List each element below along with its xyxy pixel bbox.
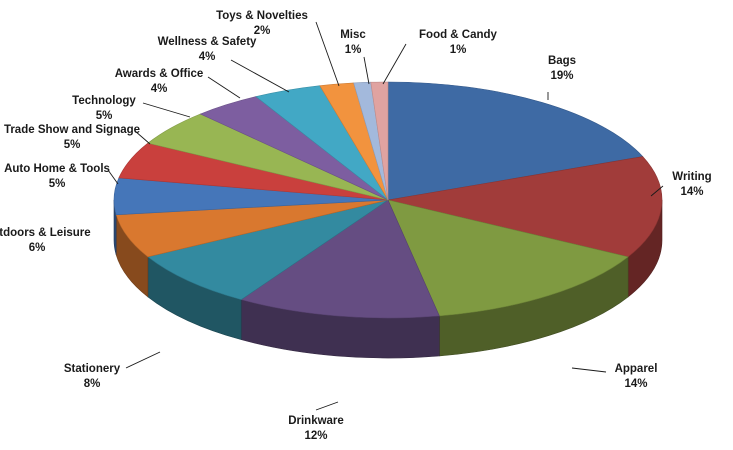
pie-top-faces [113,81,663,319]
slice-value-apparel: 14% [624,378,647,390]
leader-line-awards-and-office [207,76,241,99]
leader-lines [107,21,664,411]
slice-label-drinkware: Drinkware [288,415,344,427]
slice-drinkware [240,199,440,319]
pie-depth-sides [113,199,663,359]
leader-line-apparel [571,367,607,373]
leader-line-food-and-candy [382,43,407,85]
slice-value-bags: 19% [550,70,573,82]
leader-line-wellness-and-safety [230,59,290,93]
slice-label-bags: Bags [548,55,576,67]
slice-value-trade-show-and-signage: 5% [64,139,81,151]
slice-apparel [387,199,629,317]
slice-value-auto-home-and-tools: 5% [49,178,66,190]
slice-value-outdoors-and-leisure: 6% [29,242,46,254]
slice-label-writing: Writing [672,171,711,183]
slice-label-wellness-and-safety: Wellness & Safety [158,36,257,48]
slice-label-awards-and-office: Awards & Office [115,68,204,80]
leader-line-stationery [125,351,161,369]
slice-value-drinkware: 12% [304,430,327,442]
slice-value-writing: 14% [680,186,703,198]
leader-line-writing [650,185,664,197]
slice-label-toys-and-novelties: Toys & Novelties [216,10,308,22]
leader-line-trade-show-and-signage [134,130,151,145]
slice-label-auto-home-and-tools: Auto Home & Tools [4,163,110,175]
slice-labels: Bags 19% Writing 14% Apparel 14% Drinkware 12% S… [0,10,712,442]
slice-label-trade-show-and-signage: Trade Show and Signage [4,124,140,136]
slice-label-outdoors-and-leisure: Outdoors & Leisure [0,227,91,239]
leader-line-misc [363,56,370,85]
slice-value-wellness-and-safety: 4% [199,51,216,63]
slice-label-stationery: Stationery [64,363,121,375]
leader-line-technology [142,102,191,118]
slice-label-food-and-candy: Food & Candy [419,29,498,41]
leader-line-drinkware [315,401,339,411]
slice-value-stationery: 8% [84,378,101,390]
leader-line-auto-home-and-tools [107,169,119,185]
leader-line-toys-and-novelties [315,21,340,87]
slice-writing [387,156,663,258]
slice-label-technology: Technology [72,95,136,107]
slice-value-misc: 1% [345,44,362,56]
slice-food-and-candy [370,81,389,201]
slice-stationery [147,199,389,300]
slice-label-apparel: Apparel [615,363,658,375]
slice-value-toys-and-novelties: 2% [254,25,271,37]
slice-value-food-and-candy: 1% [450,44,467,56]
slice-value-technology: 5% [96,110,113,122]
slice-label-misc: Misc [340,29,366,41]
slice-bags [387,81,644,201]
slice-value-awards-and-office: 4% [151,83,168,95]
